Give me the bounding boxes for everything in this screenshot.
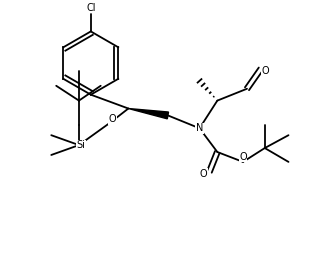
Text: O: O bbox=[262, 66, 269, 76]
Polygon shape bbox=[128, 109, 169, 119]
Text: Cl: Cl bbox=[86, 3, 96, 13]
Text: Si: Si bbox=[76, 140, 85, 150]
Text: N: N bbox=[196, 123, 203, 133]
Text: O: O bbox=[239, 152, 247, 162]
Text: O: O bbox=[200, 169, 207, 179]
Text: O: O bbox=[109, 115, 116, 124]
